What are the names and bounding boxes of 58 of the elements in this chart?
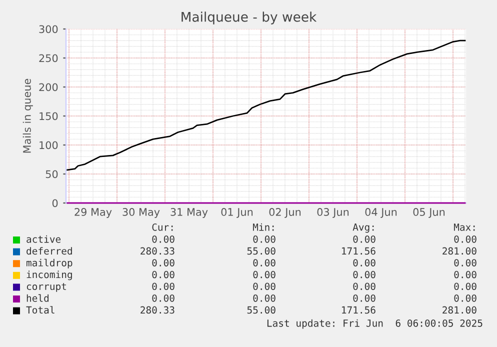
text: 0.00	[353, 294, 376, 302]
y-axis-title: Mails in queue	[22, 78, 33, 153]
text: 0.00	[152, 294, 174, 302]
text: Cur:	[152, 223, 173, 231]
text: 0.00	[353, 282, 376, 290]
x-tick-label: 03 Jun	[317, 208, 349, 218]
text: 0.00	[454, 294, 476, 302]
text: 280.33	[140, 306, 174, 314]
x-tick-label: 02 Jun	[269, 208, 301, 218]
x-tick-label: 01 Jun	[221, 208, 253, 218]
y-tick-label: 250	[39, 54, 58, 62]
text: 0.00	[454, 259, 476, 266]
text: Max:	[454, 224, 475, 231]
text: 0.00	[454, 270, 476, 278]
legend-label: held	[26, 294, 49, 302]
text: 0.00	[253, 235, 276, 243]
text: 0.00	[152, 235, 174, 243]
text: 281.00	[442, 247, 476, 255]
text: 171.56	[342, 247, 376, 255]
y-tick-label: 100	[40, 141, 58, 150]
text: 171.56	[342, 306, 376, 314]
y-tick-label: 200	[39, 83, 58, 92]
text: 0.00	[152, 282, 174, 290]
text: 0.00	[353, 259, 376, 266]
text: 0.00	[454, 282, 476, 290]
text: 55.00	[247, 247, 276, 255]
text: 0.00	[152, 270, 174, 278]
y-tick-label: 0	[52, 199, 58, 208]
text: 0.00	[454, 235, 476, 243]
y-tick-label: 50	[46, 170, 58, 178]
x-tick-label: 31 May	[170, 208, 208, 218]
chart-title: Mailqueue - by week	[182, 12, 317, 24]
text: 280.33	[140, 247, 174, 255]
text: 0.00	[353, 270, 376, 278]
x-tick-label: 29 May	[74, 208, 112, 218]
text: 0.00	[152, 259, 174, 266]
x-tick-label: 04 Jun	[365, 208, 397, 218]
text: Min:	[252, 223, 274, 231]
line-series	[66, 40, 466, 171]
x-tick-label: 30 May	[122, 208, 160, 218]
legend-label: maildrop	[26, 258, 72, 268]
text: 55.00	[247, 306, 276, 314]
x-tick-label: 05 Jun	[413, 208, 445, 218]
text: Last update: Fri Jun 6 06:00:05 2025	[267, 319, 482, 329]
legend-label: Total	[26, 306, 54, 314]
text: 0.00	[253, 282, 276, 290]
y-tick-label: 150	[40, 112, 58, 120]
text: 281.00	[442, 306, 476, 314]
text: 0.00	[253, 259, 276, 266]
legend-label: incoming	[26, 270, 72, 280]
y-tick-label: 300	[39, 25, 58, 34]
legend-label: deferred	[26, 247, 72, 255]
legend-label: active	[26, 235, 61, 243]
text: 0.00	[253, 270, 276, 278]
legend-label: corrupt	[26, 283, 66, 292]
text: Avg:	[352, 224, 374, 233]
text: 0.00	[253, 294, 276, 302]
text: 0.00	[353, 235, 376, 243]
